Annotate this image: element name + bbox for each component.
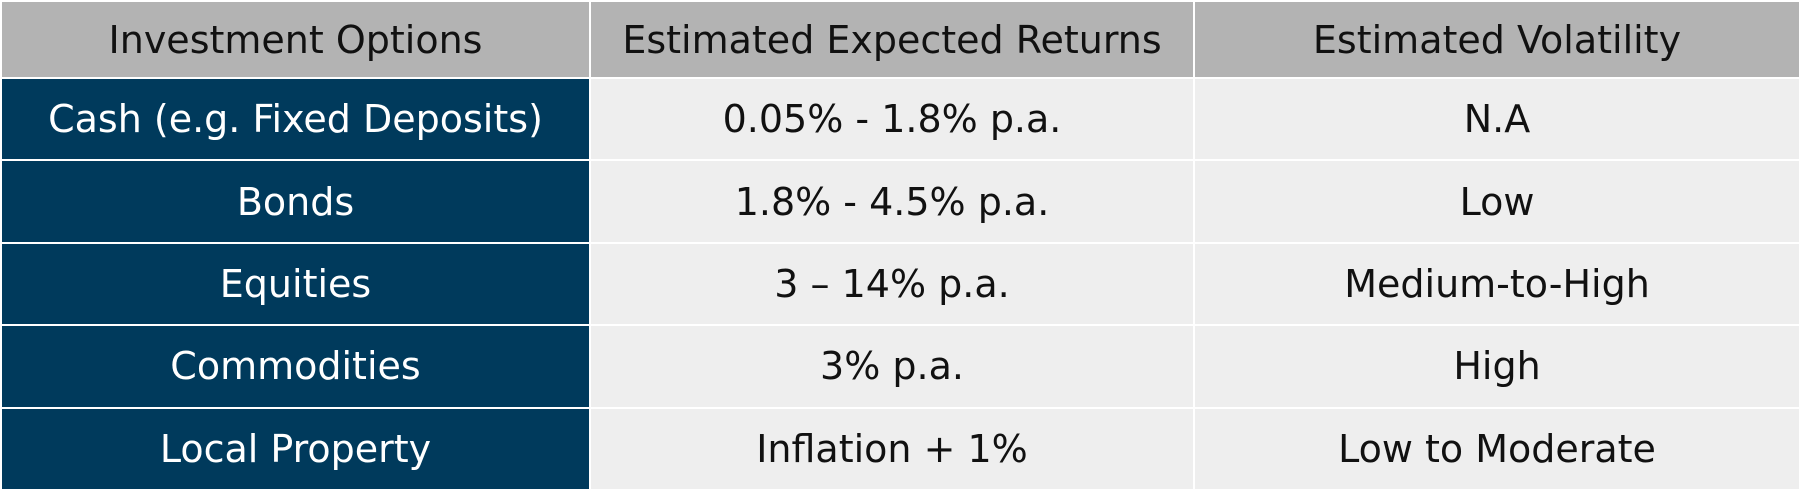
header-expected-returns: Estimated Expected Returns (589, 0, 1195, 79)
table-row: Equities 3 – 14% p.a. Medium-to-High (0, 241, 1799, 327)
table-row: Cash (e.g. Fixed Deposits) 0.05% - 1.8% … (0, 76, 1799, 162)
row-option-label: Local Property (0, 406, 591, 491)
row-option-label: Equities (0, 241, 591, 327)
row-volatility-value: Medium-to-High (1193, 241, 1799, 327)
header-investment-options: Investment Options (0, 0, 591, 79)
row-returns-value: Inflation + 1% (589, 406, 1195, 491)
table-header-row: Investment Options Estimated Expected Re… (0, 0, 1799, 79)
table-row: Bonds 1.8% - 4.5% p.a. Low (0, 159, 1799, 244)
row-returns-value: 1.8% - 4.5% p.a. (589, 159, 1195, 244)
table-row: Local Property Inflation + 1% Low to Mod… (0, 406, 1799, 491)
header-volatility: Estimated Volatility (1193, 0, 1799, 79)
row-volatility-value: N.A (1193, 76, 1799, 162)
row-option-label: Bonds (0, 159, 591, 244)
row-returns-value: 3 – 14% p.a. (589, 241, 1195, 327)
row-volatility-value: High (1193, 324, 1799, 409)
row-volatility-value: Low (1193, 159, 1799, 244)
table-row: Commodities 3% p.a. High (0, 324, 1799, 409)
row-option-label: Cash (e.g. Fixed Deposits) (0, 76, 591, 162)
row-returns-value: 3% p.a. (589, 324, 1195, 409)
row-option-label: Commodities (0, 324, 591, 409)
row-volatility-value: Low to Moderate (1193, 406, 1799, 491)
row-returns-value: 0.05% - 1.8% p.a. (589, 76, 1195, 162)
